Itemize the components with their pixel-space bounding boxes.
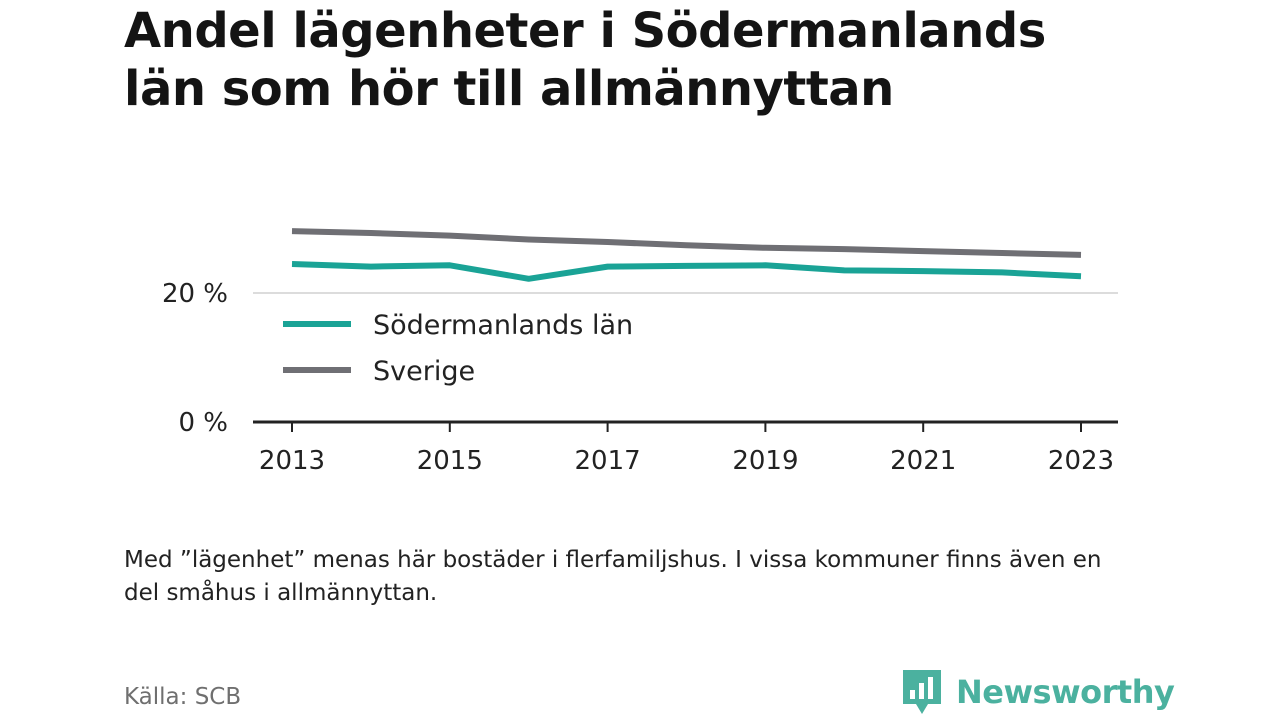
x-tick-label: 2019 bbox=[732, 446, 798, 476]
chart-title-line-2: län som hör till allmännyttan bbox=[124, 61, 894, 117]
legend: Södermanlands län Sverige bbox=[283, 310, 633, 387]
legend-label: Sverige bbox=[373, 356, 475, 387]
chart-title-line-1: Andel lägenheter i Södermanlands bbox=[124, 3, 1046, 59]
newsworthy-logo-text: Newsworthy bbox=[956, 673, 1175, 711]
newsworthy-logo-icon bbox=[903, 670, 941, 714]
series-line-sverige bbox=[291, 228, 1082, 258]
newsworthy-logo: Newsworthy bbox=[900, 668, 1175, 716]
axes: 0 % 20 % 2013 2015 2017 2019 2021 2023 bbox=[162, 279, 1118, 476]
series-lines bbox=[291, 228, 1082, 282]
chart-title: Andel lägenheter i Södermanlands län som… bbox=[124, 2, 1164, 118]
x-tick-label: 2017 bbox=[575, 446, 641, 476]
legend-label: Södermanlands län bbox=[373, 310, 633, 341]
x-tick-label: 2013 bbox=[259, 446, 325, 476]
x-tick-label: 2023 bbox=[1048, 446, 1114, 476]
x-tick-label: 2015 bbox=[417, 446, 483, 476]
x-tick-label: 2021 bbox=[890, 446, 956, 476]
source-label: Källa: SCB bbox=[124, 684, 242, 710]
chart-note: Med ”lägenhet” menas här bostäder i fler… bbox=[124, 547, 1102, 606]
y-tick-label: 0 % bbox=[178, 408, 228, 438]
y-tick-label: 20 % bbox=[162, 279, 228, 309]
series-line-södermanlands-län bbox=[291, 261, 1082, 282]
